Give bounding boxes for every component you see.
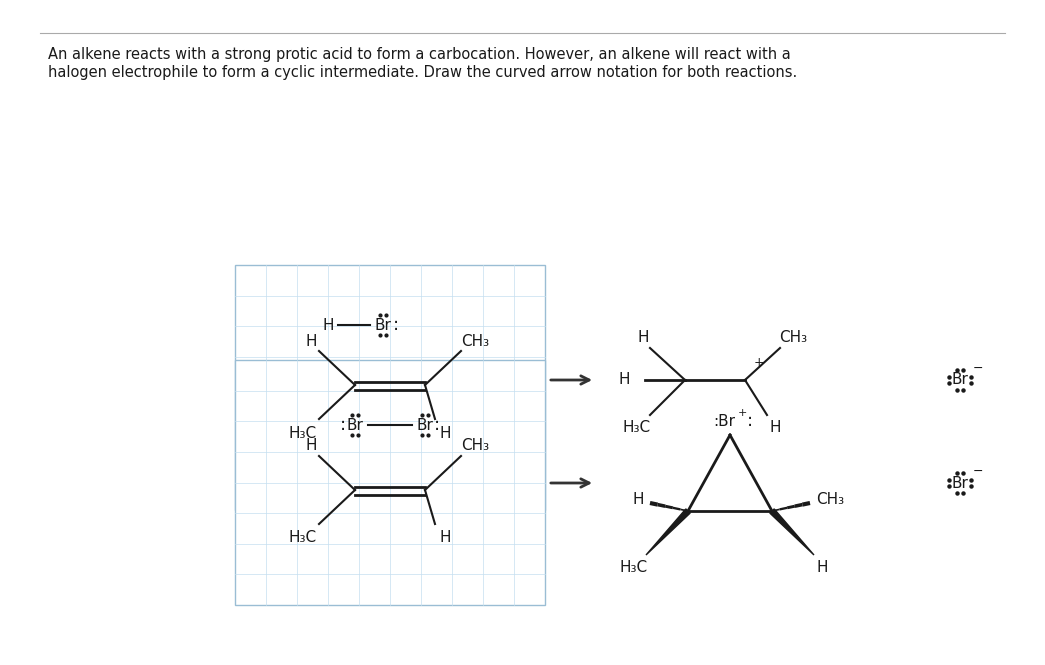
Text: +: + [753,356,764,368]
Text: Br: Br [347,418,364,432]
Text: Br: Br [952,372,969,388]
Bar [235,360,545,605]
Text: H: H [305,334,317,348]
Text: H: H [439,426,450,440]
Bar [235,265,545,510]
Text: :: : [434,416,440,434]
Text: Br: Br [952,475,969,491]
Text: H: H [632,491,644,507]
Text: Br: Br [417,418,434,432]
Text: +: + [738,408,747,418]
Text: H₃C: H₃C [623,420,651,436]
Text: −: − [973,464,983,477]
Text: :Br: :Br [713,414,735,428]
Text: CH₃: CH₃ [816,491,844,507]
Text: CH₃: CH₃ [461,334,489,348]
Text: :: : [393,316,399,334]
Text: Br: Br [374,317,392,332]
Text: H: H [439,531,450,545]
Text: H: H [322,317,333,332]
Text: H: H [637,331,649,346]
Text: :: : [747,412,753,430]
Text: An alkene reacts with a strong protic acid to form a carbocation. However, an al: An alkene reacts with a strong protic ac… [48,47,791,62]
Text: CH₃: CH₃ [779,331,807,346]
Text: H₃C: H₃C [620,559,648,575]
Text: H: H [305,438,317,454]
Text: H: H [619,372,630,388]
Polygon shape [770,509,814,555]
Text: :: : [340,416,346,434]
Text: H₃C: H₃C [288,426,317,440]
Text: H₃C: H₃C [288,531,317,545]
Text: H: H [816,559,828,575]
Text: halogen electrophile to form a cyclic intermediate. Draw the curved arrow notati: halogen electrophile to form a cyclic in… [48,65,797,80]
Text: H: H [769,420,781,436]
Text: CH₃: CH₃ [461,438,489,454]
Polygon shape [646,509,690,555]
Text: −: − [973,362,983,374]
